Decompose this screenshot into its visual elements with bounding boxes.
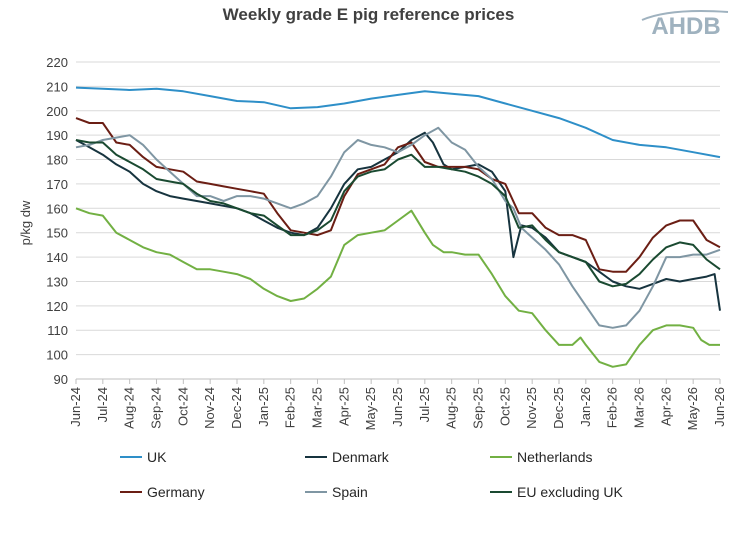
x-tick-label: Aug-24 — [122, 387, 137, 429]
y-tick-label: 100 — [46, 348, 68, 363]
y-tick-label: 200 — [46, 104, 68, 119]
x-tick-label: Jun-26 — [712, 387, 727, 427]
y-tick-label: 140 — [46, 250, 68, 265]
y-axis-label: p/kg dw — [18, 200, 33, 245]
svg-text:AHDB: AHDB — [651, 13, 720, 38]
x-tick-label: Mar-26 — [632, 387, 647, 428]
y-tick-label: 220 — [46, 55, 68, 70]
x-tick-label: Dec-25 — [551, 387, 566, 429]
y-tick-label: 210 — [46, 79, 68, 94]
y-tick-label: 180 — [46, 153, 68, 168]
x-tick-label: Apr-26 — [658, 387, 673, 426]
series-line-netherlands — [75, 207, 720, 368]
series-line-germany — [75, 117, 721, 273]
x-tick-label: Dec-24 — [229, 387, 244, 429]
series-line-spain — [75, 126, 721, 329]
y-tick-label: 170 — [46, 177, 68, 192]
x-tick-label: Jul-25 — [417, 387, 432, 422]
x-tick-label: Nov-25 — [524, 387, 539, 429]
series-lines — [75, 86, 721, 368]
x-axis: Jun-24 Jul-24 Aug-24 Sep-24 Oct-24 Nov-24 Dec-… — [68, 378, 727, 430]
x-tick-label: Oct-24 — [175, 387, 190, 426]
y-tick-label: 160 — [46, 201, 68, 216]
x-tick-label: Aug-25 — [444, 387, 459, 429]
y-tick-label: 110 — [47, 323, 68, 338]
legend-label: Netherlands — [517, 449, 593, 465]
y-axis: 90 100 110 120 130 140 150 160 170 180 190 200 210 22… — [46, 55, 68, 387]
x-tick-label: Feb-25 — [283, 387, 298, 428]
x-tick-label: Jan-25 — [256, 387, 271, 427]
ahdb-logo: AHDB — [641, 10, 729, 38]
chart-title: Weekly grade E pig reference prices — [222, 5, 515, 24]
legend-label: Denmark — [332, 449, 390, 465]
series-line-uk — [75, 86, 721, 159]
x-tick-label: Jul-24 — [95, 387, 110, 422]
legend-label: UK — [147, 449, 167, 465]
x-tick-label: Sep-25 — [471, 387, 486, 429]
x-tick-label: Jun-25 — [390, 387, 405, 427]
x-tick-label: Feb-26 — [605, 387, 620, 428]
legend-label: Spain — [332, 484, 368, 500]
x-tick-label: Apr-25 — [336, 387, 351, 426]
series-line-denmark — [75, 131, 721, 311]
x-tick-label: May-25 — [363, 387, 378, 430]
x-tick-label: Mar-25 — [310, 387, 325, 428]
y-tick-label: 150 — [46, 226, 68, 241]
x-tick-label: Jan-26 — [578, 387, 593, 427]
y-tick-label: 130 — [46, 274, 68, 289]
x-tick-label: Jun-24 — [68, 387, 83, 427]
y-tick-label: 90 — [54, 372, 68, 387]
legend: UK Denmark Netherlands Germany Spain EU exclu… — [120, 449, 623, 500]
x-tick-label: Nov-24 — [202, 387, 217, 429]
legend-label: Germany — [147, 484, 205, 500]
y-tick-label: 120 — [46, 299, 68, 314]
legend-label: EU excluding UK — [517, 484, 623, 500]
y-tick-label: 190 — [46, 128, 68, 143]
x-tick-label: May-26 — [685, 387, 700, 430]
x-tick-label: Oct-25 — [497, 387, 512, 426]
x-tick-label: Sep-24 — [149, 387, 164, 429]
series-line-eu-excluding-uk — [75, 139, 721, 288]
